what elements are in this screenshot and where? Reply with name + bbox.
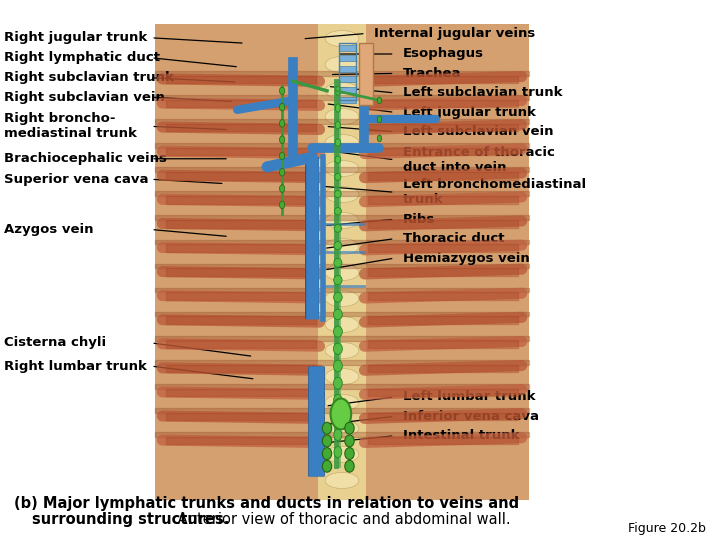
Ellipse shape: [323, 435, 332, 447]
Text: Hemiazygos vein: Hemiazygos vein: [403, 252, 530, 265]
Ellipse shape: [325, 109, 359, 125]
Text: Ribs: Ribs: [403, 213, 436, 226]
Ellipse shape: [323, 422, 332, 434]
Text: Left lumbar trunk: Left lumbar trunk: [403, 390, 536, 403]
Ellipse shape: [279, 136, 284, 144]
Ellipse shape: [335, 173, 341, 180]
Ellipse shape: [377, 116, 382, 123]
Ellipse shape: [335, 156, 341, 163]
Text: Entrance of thoracic
duct into vein: Entrance of thoracic duct into vein: [403, 146, 555, 174]
Ellipse shape: [345, 448, 354, 460]
Bar: [359, 43, 374, 105]
Ellipse shape: [323, 448, 332, 460]
Ellipse shape: [279, 168, 284, 176]
Ellipse shape: [334, 429, 342, 441]
Ellipse shape: [325, 472, 359, 489]
Ellipse shape: [333, 394, 342, 406]
Text: Right subclavian trunk: Right subclavian trunk: [4, 71, 174, 84]
Text: surrounding structures.: surrounding structures.: [32, 512, 230, 527]
Bar: [339, 45, 356, 51]
Ellipse shape: [333, 360, 342, 372]
Ellipse shape: [334, 241, 342, 249]
Text: Right lymphatic duct: Right lymphatic duct: [4, 51, 160, 64]
Text: Azygos vein: Azygos vein: [4, 223, 93, 236]
Ellipse shape: [323, 460, 332, 472]
Ellipse shape: [279, 87, 284, 94]
Ellipse shape: [336, 104, 341, 112]
Bar: [339, 76, 356, 82]
Bar: [339, 66, 356, 72]
Ellipse shape: [325, 421, 359, 436]
Text: Left subclavian trunk: Left subclavian trunk: [403, 86, 563, 99]
Ellipse shape: [334, 207, 341, 215]
Bar: [318, 24, 366, 500]
Ellipse shape: [377, 135, 382, 141]
Ellipse shape: [325, 342, 359, 359]
Ellipse shape: [345, 435, 354, 447]
Ellipse shape: [279, 103, 284, 111]
Ellipse shape: [325, 368, 359, 384]
Ellipse shape: [325, 134, 359, 151]
Ellipse shape: [325, 186, 359, 202]
Text: Superior vena cava: Superior vena cava: [4, 173, 148, 186]
Ellipse shape: [345, 422, 354, 434]
Ellipse shape: [345, 460, 354, 472]
Ellipse shape: [334, 225, 341, 232]
Text: Left bronchomediastinal
trunk: Left bronchomediastinal trunk: [403, 178, 586, 206]
Ellipse shape: [325, 265, 359, 281]
Ellipse shape: [325, 394, 359, 410]
Ellipse shape: [335, 191, 341, 198]
Text: Left subclavian vein: Left subclavian vein: [403, 125, 554, 138]
Text: Right broncho-
mediastinal trunk: Right broncho- mediastinal trunk: [4, 112, 137, 140]
Text: (b) Major lymphatic trunks and ducts in relation to veins and: (b) Major lymphatic trunks and ducts in …: [14, 496, 520, 511]
Bar: [339, 55, 356, 62]
Bar: [339, 43, 356, 100]
Text: Brachiocephalic veins: Brachiocephalic veins: [4, 152, 166, 165]
Text: Left jugular trunk: Left jugular trunk: [403, 106, 536, 119]
Text: Right subclavian vein: Right subclavian vein: [4, 91, 164, 104]
Ellipse shape: [336, 139, 341, 146]
Ellipse shape: [325, 212, 359, 228]
Ellipse shape: [333, 411, 342, 423]
Text: Right jugular trunk: Right jugular trunk: [4, 31, 147, 44]
Ellipse shape: [325, 83, 359, 99]
Text: Internal jugular veins: Internal jugular veins: [374, 27, 536, 40]
Ellipse shape: [325, 239, 359, 254]
Ellipse shape: [279, 185, 284, 192]
Ellipse shape: [325, 316, 359, 333]
Ellipse shape: [334, 259, 342, 267]
Ellipse shape: [333, 275, 342, 285]
Ellipse shape: [333, 326, 342, 337]
Ellipse shape: [325, 160, 359, 177]
Text: Trachea: Trachea: [403, 67, 462, 80]
Text: Esophagus: Esophagus: [403, 48, 485, 60]
Text: Intestinal trunk: Intestinal trunk: [403, 429, 520, 442]
Ellipse shape: [325, 30, 359, 46]
Ellipse shape: [325, 57, 359, 73]
Ellipse shape: [279, 201, 284, 208]
Ellipse shape: [377, 97, 382, 104]
Polygon shape: [155, 24, 529, 500]
Ellipse shape: [336, 122, 341, 129]
Text: Inferior vena cava: Inferior vena cava: [403, 410, 539, 423]
Ellipse shape: [279, 120, 284, 127]
Bar: [339, 86, 356, 93]
Text: Anterior view of thoracic and abdominal wall.: Anterior view of thoracic and abdominal …: [173, 512, 510, 527]
Ellipse shape: [279, 152, 284, 160]
Ellipse shape: [334, 447, 342, 457]
Ellipse shape: [333, 292, 342, 302]
Ellipse shape: [330, 399, 351, 429]
Ellipse shape: [333, 377, 342, 389]
Ellipse shape: [325, 447, 359, 463]
Text: Thoracic duct: Thoracic duct: [403, 232, 505, 245]
Ellipse shape: [333, 343, 343, 354]
Ellipse shape: [336, 86, 341, 95]
Ellipse shape: [333, 309, 342, 320]
Text: Figure 20.2b: Figure 20.2b: [628, 522, 706, 535]
Text: Cisterna chyli: Cisterna chyli: [4, 336, 106, 349]
Text: Right lumbar trunk: Right lumbar trunk: [4, 360, 146, 373]
Bar: [339, 97, 356, 103]
Ellipse shape: [325, 291, 359, 307]
